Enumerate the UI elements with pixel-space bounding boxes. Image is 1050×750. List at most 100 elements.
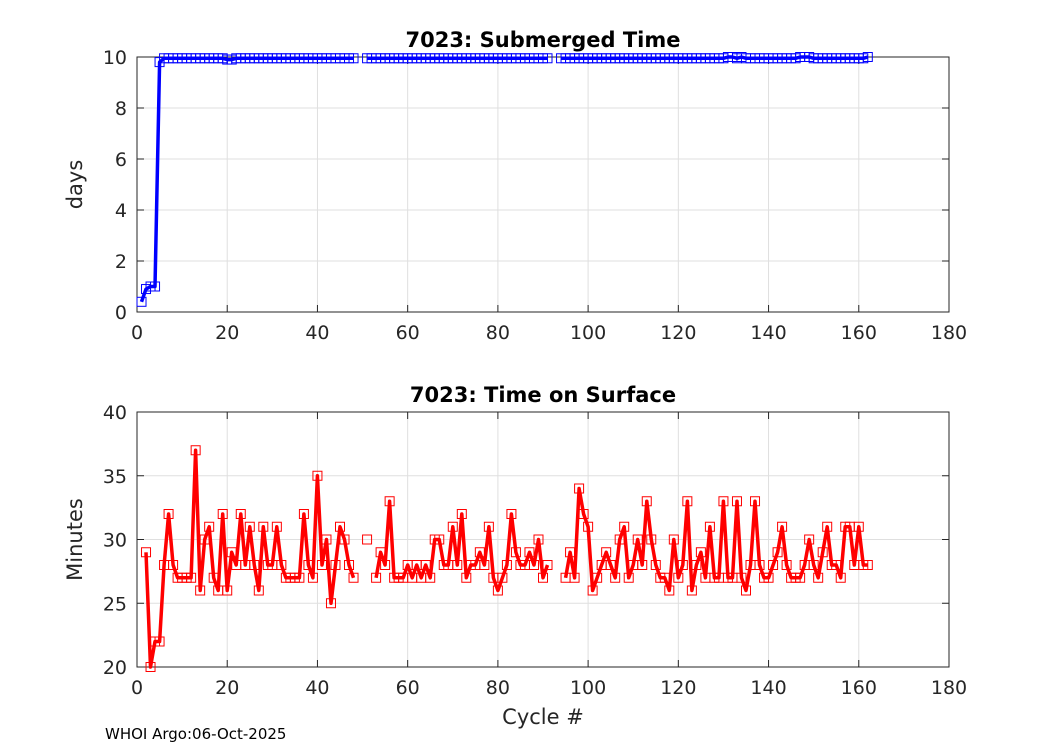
data-point (222, 585, 233, 596)
data-point (452, 560, 463, 570)
data-point (619, 521, 630, 532)
data-point (217, 509, 228, 519)
data-point (538, 572, 548, 583)
data-point (312, 470, 323, 481)
data-point (686, 585, 697, 596)
data-point (335, 521, 345, 532)
data-point (371, 572, 382, 583)
data-point (163, 509, 174, 519)
data-point (348, 572, 359, 583)
data-point (316, 560, 327, 570)
data-point (750, 496, 761, 507)
x-tick-label: 80 (486, 322, 510, 344)
data-point (731, 496, 742, 507)
data-point (303, 560, 314, 570)
data-point (853, 521, 864, 532)
x-tick-label: 20 (215, 322, 239, 344)
data-point (772, 547, 783, 558)
data-point (154, 636, 165, 647)
data-point (610, 572, 621, 583)
data-point (461, 572, 472, 583)
data-point (741, 585, 751, 596)
data-point (691, 560, 702, 570)
data-point (199, 534, 210, 545)
y-tick-label: 6 (115, 149, 127, 171)
data-point (682, 496, 693, 507)
data-point (781, 560, 792, 570)
data-point (646, 534, 657, 545)
data-point (623, 572, 634, 583)
y-tick-label: 8 (115, 98, 127, 120)
data-point (136, 296, 147, 307)
data-point (330, 560, 341, 570)
data-point (249, 560, 260, 570)
data-point (542, 560, 553, 570)
data-point (226, 547, 237, 558)
x-tick-label: 100 (570, 677, 606, 699)
data-point (168, 560, 179, 570)
data-point (777, 521, 788, 532)
chart-title: 7023: Time on Surface (410, 383, 676, 407)
data-point (492, 585, 503, 596)
data-point (294, 572, 305, 583)
data-point (817, 547, 828, 558)
data-point (822, 521, 833, 532)
y-tick-label: 0 (115, 302, 127, 324)
data-point (380, 560, 391, 570)
data-point (677, 560, 688, 570)
data-point (641, 496, 652, 507)
data-point (434, 534, 445, 545)
series-line (144, 448, 356, 669)
plot-area (137, 57, 949, 312)
data-point (479, 560, 490, 570)
y-tick-label: 35 (103, 466, 127, 488)
data-point (664, 585, 675, 596)
submerged-time-chart: 0 20 40 60 80 100 120 140 160 180 0 2 4 6 8 10 7023: Sub… (63, 28, 967, 344)
data-point (659, 572, 670, 583)
data-point (592, 572, 603, 583)
data-point (195, 585, 206, 596)
data-point (763, 572, 774, 583)
data-point (587, 585, 598, 596)
data-point (362, 534, 373, 545)
data-point (348, 53, 359, 64)
y-tick-label: 10 (103, 47, 127, 69)
y-tick-label: 4 (115, 200, 127, 222)
x-tick-label: 80 (486, 677, 510, 699)
y-tick-label: 20 (103, 657, 127, 679)
x-tick-label: 60 (396, 322, 420, 344)
data-point (235, 509, 246, 519)
data-point (673, 572, 684, 583)
data-point (204, 521, 215, 532)
y-tick-label: 40 (103, 402, 127, 424)
data-point (637, 560, 648, 570)
x-tick-label: 100 (570, 322, 606, 344)
data-point (510, 547, 521, 558)
data-point (384, 496, 395, 507)
data-point (533, 534, 544, 545)
data-point (474, 547, 485, 558)
data-point (483, 521, 494, 532)
data-point (506, 509, 517, 519)
data-point (524, 547, 535, 558)
data-point (650, 560, 661, 570)
data-point (271, 521, 282, 532)
x-tick-label: 140 (750, 322, 786, 344)
x-tick-label: 160 (841, 322, 877, 344)
data-point (583, 521, 594, 532)
data-point (307, 572, 318, 583)
data-point (574, 483, 585, 494)
x-tick-label: 120 (660, 322, 696, 344)
series-line (563, 486, 868, 593)
x-tick-label: 160 (841, 677, 877, 699)
data-point (569, 572, 580, 583)
data-point (768, 560, 779, 570)
data-point (344, 560, 355, 570)
x-tick-label: 0 (131, 322, 143, 344)
x-tick-label: 60 (396, 677, 420, 699)
data-point (754, 560, 765, 570)
data-point (298, 509, 309, 519)
data-point (456, 509, 467, 519)
x-tick-label: 0 (131, 677, 143, 699)
